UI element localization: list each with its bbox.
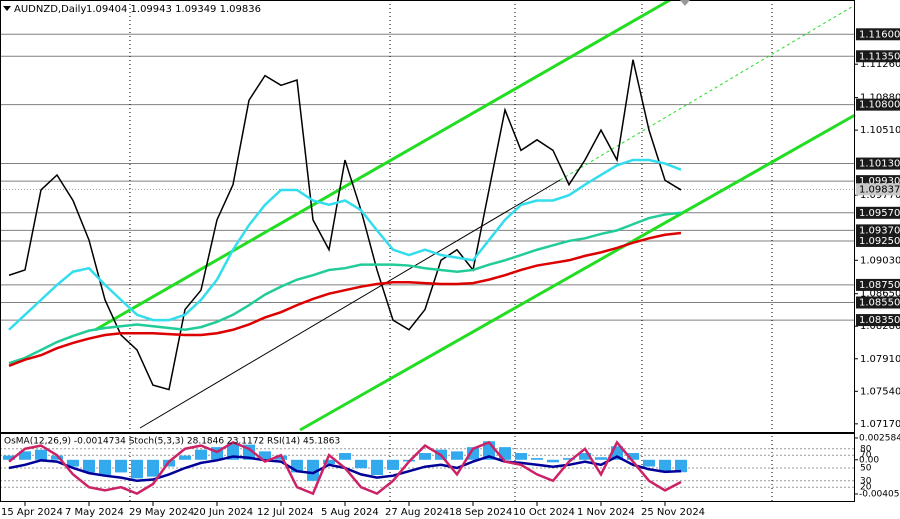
series-line [8,231,682,367]
level-box [856,157,900,170]
level-box [856,206,900,219]
y-tick-label: 1.07170 [860,419,900,430]
x-tick-label: 27 Aug 2024 [385,507,449,518]
osma-bar [531,458,543,460]
osma-bar [595,457,607,460]
level-label: 1.10800 [859,100,900,111]
y-tick-label: 1.08650 [860,289,900,300]
level-box [856,50,900,63]
y-tick-label: 1.10510 [860,125,900,136]
x-tick-label: 10 Oct 2024 [513,507,575,518]
osma-bar [307,459,319,481]
x-tick-label: 25 Nov 2024 [641,507,705,518]
level-label: 1.09250 [859,236,900,247]
y-tick-label: 80 [860,444,872,454]
level-box [856,224,900,237]
osma-bar [515,453,527,460]
shift-marker [680,0,690,6]
osma-bar [659,459,671,473]
level-box [856,98,900,111]
osma-bar [355,459,367,469]
level-box [856,28,900,41]
osma-bar [115,459,127,473]
chart-subtitle: 1.09404 1.09943 1.09349 1.09836 [86,4,261,15]
series-line [8,59,682,391]
level-label: 1.09930 [859,176,900,187]
y-tick-label: 1.11260 [860,59,900,70]
osma-bar [675,459,687,473]
osma-bar [643,459,655,467]
y-tick-label: 30 [860,476,872,486]
osma-bar [51,455,63,460]
osma-bar [627,453,639,460]
y-tick-label: 1.09770 [860,190,900,201]
menu-icon [3,6,11,11]
osma-bar [371,459,383,475]
x-tick-label: 20 Jun 2024 [193,507,253,518]
level-box [856,234,900,247]
level-box [856,314,900,327]
series-line [8,158,682,331]
level-label: 1.11350 [859,51,900,62]
trend-channel [94,0,856,432]
level-label: 1.09370 [859,225,900,236]
level-label: 1.10130 [859,159,900,170]
x-tick-label: 1 Nov 2024 [577,507,635,518]
osma-bar [323,459,335,465]
level-label: 1.08550 [859,297,900,308]
y-tick-label: 1.08280 [860,321,900,332]
oscillator-title: OsMA(12,26,9) -0.0014734 Stoch(5,3,3) 28… [4,437,340,447]
price-box [856,183,900,196]
osma-bar [83,459,95,473]
osma-bar [419,453,431,460]
y-tick-label: 50 [860,464,872,474]
osma-bar [339,453,351,460]
y2-tick-label: -0.004058 [859,490,900,500]
osma-bar [3,455,15,460]
y-tick-label: 70 [860,451,872,461]
osma-bar [563,458,575,460]
plot-frame [0,0,855,502]
x-tick-label: 12 Jul 2024 [257,507,314,518]
y-tick-label: 20 [860,483,872,493]
y2-tick-label: 0.00 [859,455,879,465]
osma-bar [147,459,159,477]
chart-title: AUDNZD,Daily [14,4,86,15]
series-line [8,211,682,365]
level-box [856,278,900,291]
osma-bar [179,455,191,460]
osma-bar [67,459,79,467]
y-tick-label: 1.10880 [860,93,900,104]
osma-bar [99,459,111,475]
osma-bar [387,459,399,470]
series-line [8,440,682,496]
level-label: 1.08750 [859,280,900,291]
level-label: 1.09570 [859,208,900,219]
osma-bar [451,451,463,460]
x-tick-label: 15 Apr 2024 [1,507,63,518]
osma-bar [19,451,31,460]
osma-bar [259,451,271,460]
y-tick-label: 1.07540 [860,386,900,397]
x-tick-label: 29 May 2024 [129,507,194,518]
y-tick-label: 1.09030 [860,255,900,266]
y-tick-label: 1.07910 [860,354,900,365]
osma-bar [131,459,143,479]
y2-tick-label: 0.0025845 [859,434,900,444]
x-tick-label: 18 Sep 2024 [449,507,512,518]
x-tick-label: 5 Aug 2024 [321,507,379,518]
osma-bar [195,449,207,460]
osma-bar [35,449,47,460]
x-tick-label: 7 May 2024 [65,507,124,518]
osma-bar [579,453,591,460]
level-box [856,296,900,309]
osma-bar [467,447,479,460]
osma-bar [547,459,559,463]
level-label: 1.08350 [859,315,900,326]
data-layer [3,59,687,496]
level-label: 1.11600 [859,29,900,40]
price-label: 1.09837 [859,184,900,195]
